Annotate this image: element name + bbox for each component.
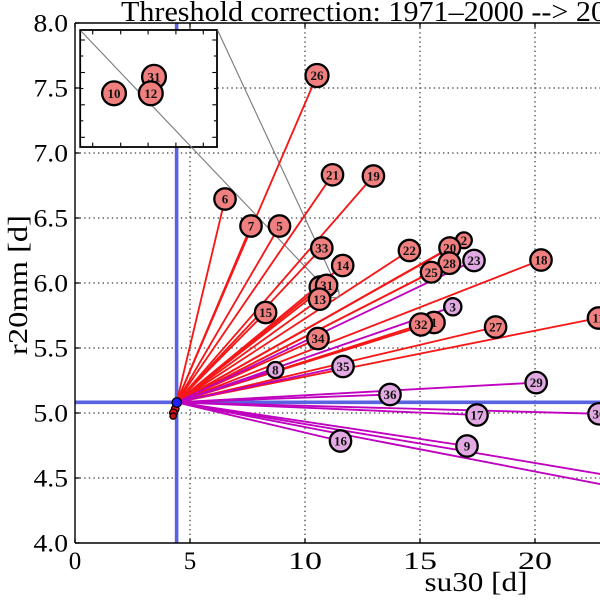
svg-text:6.5: 6.5 (34, 206, 69, 233)
svg-text:12: 12 (144, 86, 157, 101)
svg-text:13: 13 (313, 292, 327, 307)
svg-text:28: 28 (443, 256, 457, 271)
svg-text:7: 7 (248, 219, 255, 234)
svg-text:21: 21 (326, 167, 339, 182)
svg-text:8: 8 (272, 363, 279, 378)
svg-text:16: 16 (334, 434, 348, 449)
svg-text:33: 33 (315, 241, 329, 256)
svg-text:5.0: 5.0 (34, 401, 69, 428)
svg-text:9: 9 (464, 439, 471, 454)
svg-text:su30 [d]: su30 [d] (425, 567, 528, 597)
svg-text:17: 17 (471, 408, 485, 423)
svg-text:7.5: 7.5 (34, 76, 69, 103)
svg-text:4.5: 4.5 (34, 466, 69, 493)
svg-text:Threshold correction: 1971–200: Threshold correction: 1971–2000 --> 20 (121, 0, 600, 28)
svg-text:0: 0 (69, 548, 82, 575)
svg-text:7.0: 7.0 (34, 141, 69, 168)
svg-text:5: 5 (184, 548, 197, 575)
svg-text:5: 5 (276, 219, 283, 234)
svg-text:18: 18 (535, 253, 549, 268)
svg-text:2: 2 (461, 233, 468, 248)
svg-text:1: 1 (431, 315, 438, 330)
svg-text:4.0: 4.0 (34, 531, 69, 558)
svg-text:35: 35 (337, 359, 351, 374)
svg-text:5.5: 5.5 (34, 336, 69, 363)
svg-text:6.0: 6.0 (34, 271, 69, 298)
svg-text:6: 6 (222, 192, 229, 207)
svg-text:19: 19 (367, 169, 381, 184)
svg-text:25: 25 (425, 265, 439, 280)
svg-text:8.0: 8.0 (34, 11, 69, 38)
svg-text:34: 34 (312, 331, 326, 346)
svg-text:20: 20 (443, 240, 456, 255)
svg-text:22: 22 (403, 243, 416, 258)
svg-text:15: 15 (403, 548, 437, 575)
svg-text:11: 11 (592, 311, 600, 326)
svg-text:27: 27 (489, 320, 503, 335)
svg-text:36: 36 (384, 387, 398, 402)
svg-text:14: 14 (336, 258, 350, 273)
svg-text:r20mm [d]: r20mm [d] (3, 215, 33, 355)
svg-text:3: 3 (450, 299, 457, 314)
svg-text:26: 26 (311, 68, 325, 83)
svg-text:10: 10 (288, 548, 322, 575)
svg-text:15: 15 (259, 305, 273, 320)
svg-text:23: 23 (468, 253, 482, 268)
svg-text:29: 29 (530, 375, 544, 390)
svg-text:30: 30 (593, 406, 600, 421)
svg-text:20: 20 (518, 548, 552, 575)
svg-text:10: 10 (108, 86, 121, 101)
svg-text:32: 32 (415, 317, 428, 332)
